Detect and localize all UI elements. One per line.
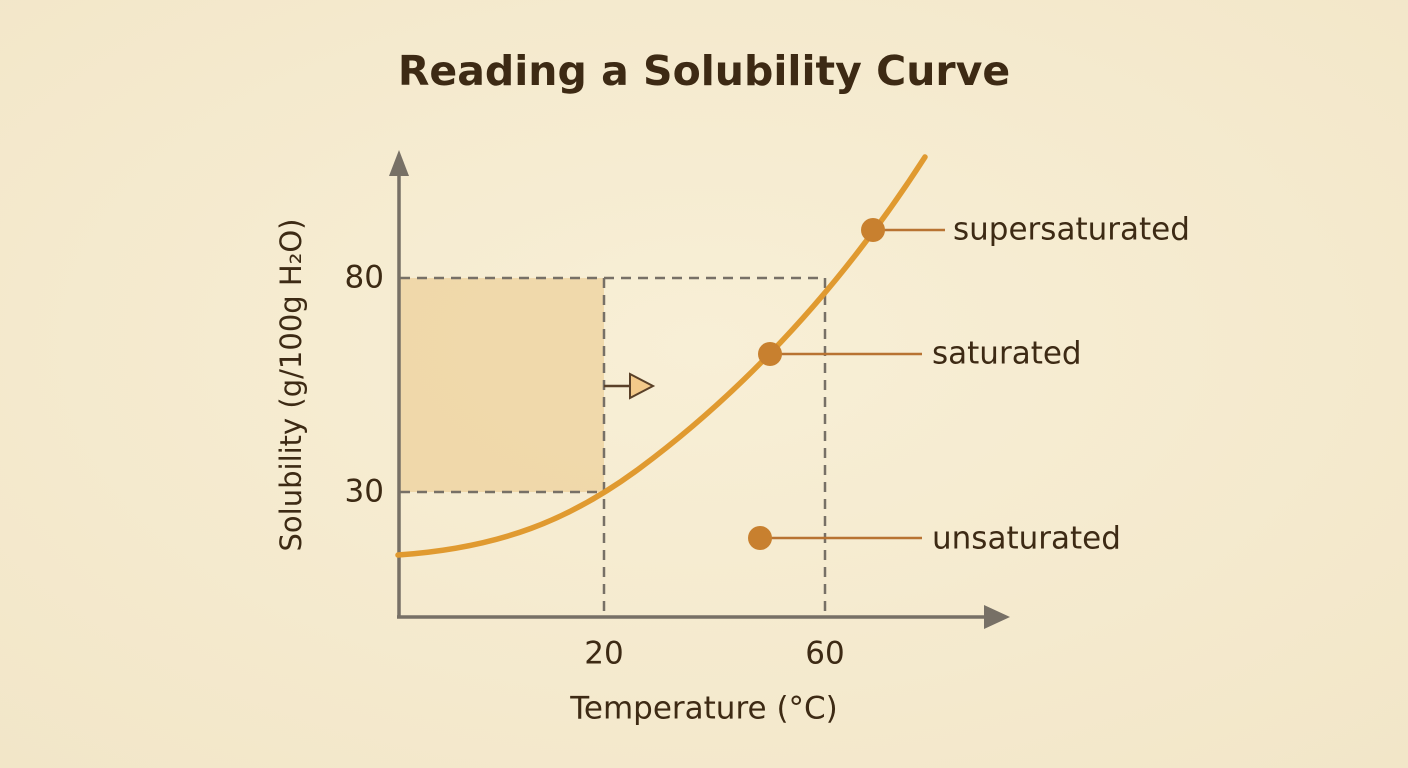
y-axis-label: Solubility (g/100g H₂O)	[274, 219, 308, 552]
guide-lines	[400, 276, 827, 615]
x-tick-label: 60	[805, 636, 844, 672]
point-label: saturated	[932, 336, 1082, 372]
axes	[389, 150, 1010, 629]
point-label: supersaturated	[953, 212, 1190, 248]
y-tick-label: 80	[345, 260, 384, 296]
point-label: unsaturated	[932, 521, 1121, 557]
x-tick-label: 20	[584, 636, 623, 672]
y-tick-label: 30	[345, 474, 384, 510]
x-axis-label: Temperature (°C)	[569, 691, 838, 727]
title: Reading a Solubility Curve	[398, 47, 1010, 95]
shaded-region	[400, 278, 604, 492]
small-arrow	[604, 372, 656, 400]
points	[748, 218, 885, 550]
solubility-curve	[395, 154, 928, 558]
